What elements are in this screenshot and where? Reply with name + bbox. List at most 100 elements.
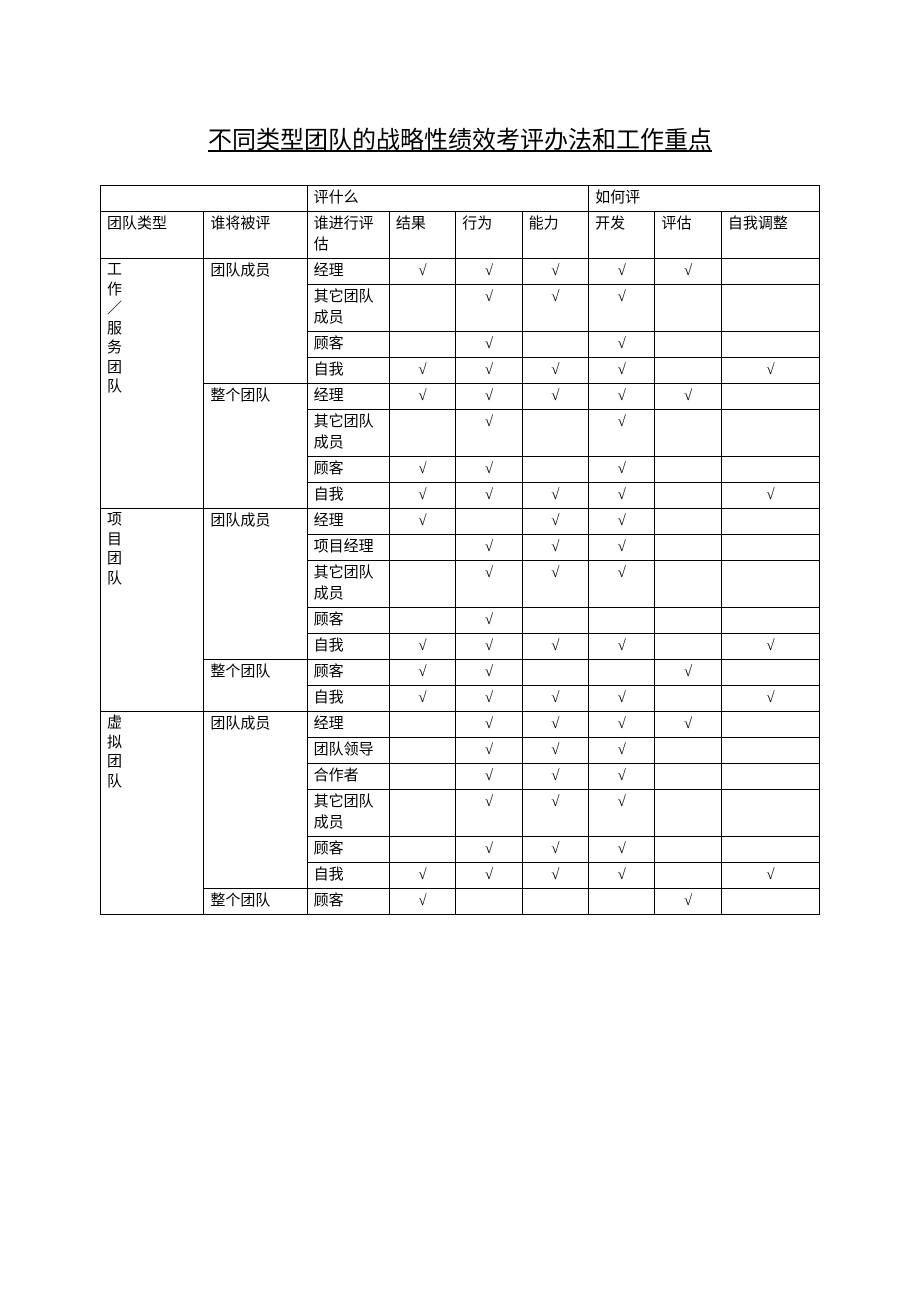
evaluator-cell: 团队领导	[307, 738, 389, 764]
result-cell: √	[389, 863, 455, 889]
ability-cell: √	[522, 863, 588, 889]
table-row: 整个团队顾客√√	[101, 889, 820, 915]
header-row-2: 团队类型 谁将被评 谁进行评估 结果 行为 能力 开发 评估 自我调整	[101, 212, 820, 259]
result-cell	[389, 738, 455, 764]
ability-cell: √	[522, 561, 588, 608]
self_adjust-cell	[721, 608, 819, 634]
header-assess: 评估	[655, 212, 721, 259]
result-cell: √	[389, 457, 455, 483]
header-ability: 能力	[522, 212, 588, 259]
self_adjust-cell: √	[721, 483, 819, 509]
self_adjust-cell	[721, 285, 819, 332]
ability-cell: √	[522, 764, 588, 790]
develop-cell: √	[589, 285, 655, 332]
ability-cell: √	[522, 483, 588, 509]
evaluator-cell: 自我	[307, 686, 389, 712]
result-cell: √	[389, 384, 455, 410]
document-page: 不同类型团队的战略性绩效考评办法和工作重点 评什么 如何评 团队类型 谁将被评 …	[0, 0, 920, 975]
team-type-label: 虚拟团队	[107, 714, 121, 792]
evaluator-cell: 顾客	[307, 332, 389, 358]
evaluator-cell: 经理	[307, 384, 389, 410]
evaluator-cell: 自我	[307, 863, 389, 889]
result-cell	[389, 608, 455, 634]
behavior-cell: √	[456, 660, 522, 686]
evaluator-cell: 其它团队成员	[307, 561, 389, 608]
group-header-what: 评什么	[307, 186, 588, 212]
header-develop: 开发	[589, 212, 655, 259]
self_adjust-cell	[721, 535, 819, 561]
table-row: 整个团队经理√√√√√	[101, 384, 820, 410]
page-title: 不同类型团队的战略性绩效考评办法和工作重点	[100, 120, 820, 155]
self_adjust-cell: √	[721, 358, 819, 384]
self_adjust-cell	[721, 384, 819, 410]
assess-cell: √	[655, 259, 721, 285]
behavior-cell: √	[456, 457, 522, 483]
behavior-cell: √	[456, 384, 522, 410]
develop-cell: √	[589, 712, 655, 738]
ability-cell: √	[522, 837, 588, 863]
develop-cell	[589, 889, 655, 915]
result-cell: √	[389, 358, 455, 384]
behavior-cell: √	[456, 535, 522, 561]
self_adjust-cell	[721, 790, 819, 837]
table-row: 整个团队顾客√√√	[101, 660, 820, 686]
evaluator-cell: 经理	[307, 259, 389, 285]
evaluator-cell: 自我	[307, 634, 389, 660]
header-result: 结果	[389, 212, 455, 259]
ability-cell	[522, 608, 588, 634]
assess-cell: √	[655, 712, 721, 738]
result-cell: √	[389, 483, 455, 509]
ability-cell: √	[522, 686, 588, 712]
evaluator-cell: 顾客	[307, 660, 389, 686]
self_adjust-cell	[721, 561, 819, 608]
header-self-adjust: 自我调整	[721, 212, 819, 259]
self_adjust-cell	[721, 889, 819, 915]
behavior-cell: √	[456, 837, 522, 863]
result-cell: √	[389, 889, 455, 915]
ability-cell	[522, 410, 588, 457]
self_adjust-cell: √	[721, 686, 819, 712]
assess-cell	[655, 837, 721, 863]
group-header-how: 如何评	[589, 186, 820, 212]
evaluator-cell: 其它团队成员	[307, 410, 389, 457]
develop-cell: √	[589, 259, 655, 285]
self_adjust-cell	[721, 764, 819, 790]
behavior-cell: √	[456, 790, 522, 837]
self_adjust-cell	[721, 712, 819, 738]
behavior-cell: √	[456, 285, 522, 332]
develop-cell: √	[589, 358, 655, 384]
subject-cell: 团队成员	[204, 509, 307, 660]
develop-cell: √	[589, 634, 655, 660]
result-cell	[389, 712, 455, 738]
header-who-evaluated: 谁将被评	[204, 212, 307, 259]
assess-cell	[655, 457, 721, 483]
assess-cell: √	[655, 660, 721, 686]
self_adjust-cell: √	[721, 634, 819, 660]
team-type-label: 项目团队	[107, 511, 121, 589]
self_adjust-cell	[721, 837, 819, 863]
assess-cell	[655, 509, 721, 535]
evaluator-cell: 顾客	[307, 457, 389, 483]
ability-cell: √	[522, 384, 588, 410]
ability-cell: √	[522, 509, 588, 535]
behavior-cell: √	[456, 259, 522, 285]
header-behavior: 行为	[456, 212, 522, 259]
assess-cell	[655, 634, 721, 660]
self_adjust-cell	[721, 457, 819, 483]
subject-cell: 整个团队	[204, 384, 307, 509]
behavior-cell: √	[456, 561, 522, 608]
result-cell	[389, 410, 455, 457]
assess-cell	[655, 790, 721, 837]
evaluator-cell: 经理	[307, 712, 389, 738]
table-row: 项目团队团队成员经理√√√	[101, 509, 820, 535]
result-cell	[389, 837, 455, 863]
ability-cell: √	[522, 358, 588, 384]
result-cell: √	[389, 634, 455, 660]
evaluator-cell: 合作者	[307, 764, 389, 790]
behavior-cell: √	[456, 712, 522, 738]
develop-cell	[589, 660, 655, 686]
behavior-cell: √	[456, 358, 522, 384]
ability-cell: √	[522, 535, 588, 561]
subject-cell: 整个团队	[204, 660, 307, 712]
evaluator-cell: 顾客	[307, 837, 389, 863]
